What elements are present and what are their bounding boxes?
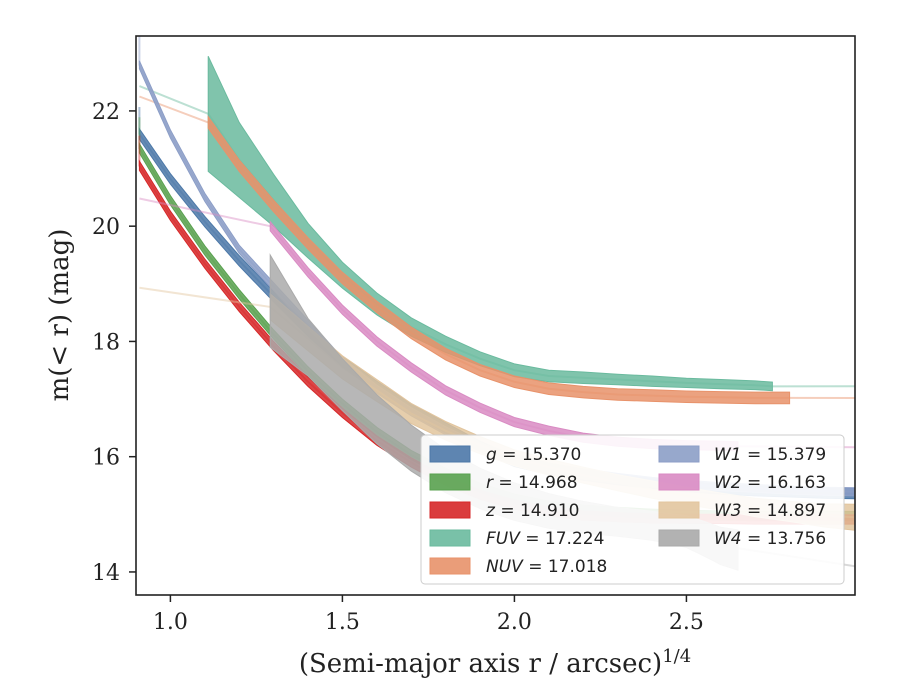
x-axis-label: (Semi-major axis r / arcsec)1/4: [299, 646, 691, 679]
y-tick-label: 14: [92, 561, 120, 586]
x-tick-label: 1.5: [325, 610, 360, 635]
legend-swatch-w2: [658, 473, 700, 491]
x-tick-label: 1.0: [153, 610, 188, 635]
band-nuv: [207, 115, 791, 405]
legend-label-w4: W4 = 13.756: [714, 529, 826, 549]
legend-box: [420, 434, 845, 585]
y-tick-label: 20: [92, 215, 120, 240]
x-tick-label: 2.0: [497, 610, 532, 635]
legend-label-w3: W3 = 14.897: [714, 501, 826, 521]
legend-label-r: r = 14.968: [486, 473, 578, 493]
legend-label-w1: W1 = 15.379: [714, 445, 826, 465]
x-axis-label-superscript: 1/4: [662, 646, 691, 667]
legend-label-g: g = 15.370: [486, 445, 581, 465]
y-axis-label: m(< r) (mag): [45, 229, 75, 402]
legend-label-w2: W2 = 16.163: [714, 473, 826, 493]
legend-swatch-fuv: [429, 529, 471, 547]
legend-swatch-z: [429, 501, 471, 519]
y-tick-label: 22: [92, 100, 120, 125]
legend-swatch-w3: [658, 501, 700, 519]
legend-label-fuv: FUV = 17.224: [486, 529, 604, 549]
legend-label-z: z = 14.910: [485, 501, 579, 521]
axis-ticks: 1.0 1.5 2.0 2.5 14 16 18 20 22: [92, 100, 704, 635]
y-tick-label: 18: [92, 330, 120, 355]
legend-swatch-nuv: [429, 557, 471, 575]
legend-swatch-g: [429, 445, 471, 463]
y-tick-label: 16: [92, 446, 120, 471]
legend-swatch-w4: [658, 529, 700, 547]
legend-swatch-w1: [658, 445, 700, 463]
x-tick-label: 2.5: [669, 610, 704, 635]
legend-swatch-r: [429, 473, 471, 491]
legend-label-nuv: NUV = 17.018: [486, 557, 607, 577]
legend: g = 15.370 r = 14.968 z = 14.910 FUV = 17.2…: [420, 434, 845, 585]
plot-frame: [135, 35, 856, 596]
